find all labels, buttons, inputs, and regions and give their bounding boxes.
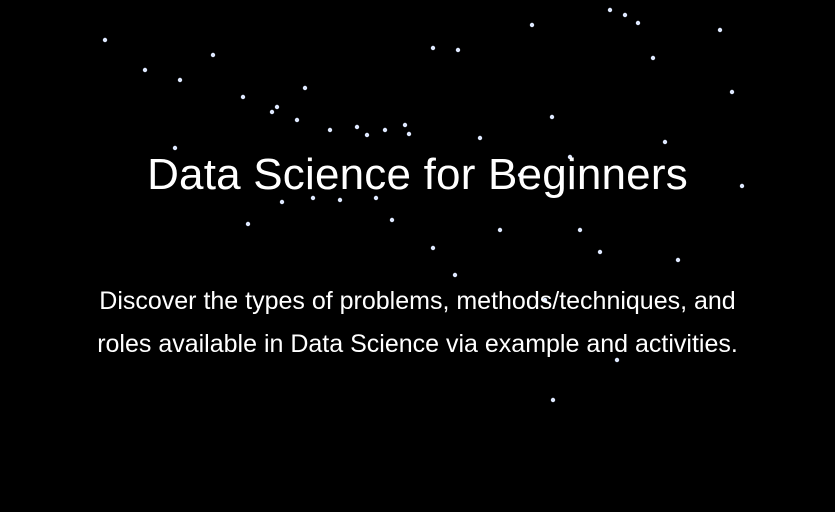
light-point bbox=[729, 89, 735, 95]
light-point bbox=[430, 45, 436, 51]
light-point bbox=[269, 109, 275, 115]
light-point bbox=[550, 397, 556, 403]
light-point bbox=[614, 357, 620, 363]
light-point bbox=[102, 37, 108, 43]
light-point bbox=[177, 77, 183, 83]
light-point bbox=[389, 217, 395, 223]
light-point bbox=[675, 257, 681, 263]
light-point bbox=[142, 67, 148, 73]
light-point bbox=[279, 199, 285, 205]
light-point bbox=[542, 297, 548, 303]
light-point bbox=[635, 20, 641, 26]
light-point bbox=[549, 114, 555, 120]
light-point bbox=[452, 272, 458, 278]
light-point bbox=[717, 27, 723, 33]
light-point bbox=[597, 249, 603, 255]
light-point bbox=[455, 47, 461, 53]
light-point bbox=[373, 195, 379, 201]
light-point bbox=[477, 135, 483, 141]
light-point bbox=[172, 145, 178, 151]
light-point bbox=[210, 52, 216, 58]
light-point bbox=[567, 154, 573, 160]
light-point bbox=[650, 55, 656, 61]
light-point bbox=[274, 104, 280, 110]
light-point bbox=[240, 94, 246, 100]
light-point bbox=[294, 117, 300, 123]
light-point bbox=[354, 124, 360, 130]
light-point bbox=[337, 197, 343, 203]
page-title: Data Science for Beginners bbox=[147, 150, 688, 199]
light-point bbox=[529, 22, 535, 28]
subtitle-line-2: roles available in Data Science via exam… bbox=[97, 330, 738, 358]
light-point bbox=[406, 131, 412, 137]
light-point bbox=[622, 12, 628, 18]
light-point bbox=[497, 227, 503, 233]
light-point bbox=[739, 183, 745, 189]
light-point bbox=[577, 227, 583, 233]
light-point bbox=[382, 127, 388, 133]
page-subtitle: Discover the types of problems, methods/… bbox=[0, 280, 835, 366]
light-point bbox=[302, 85, 308, 91]
light-point bbox=[517, 172, 523, 178]
light-point bbox=[607, 7, 613, 13]
light-point bbox=[430, 245, 436, 251]
light-point bbox=[245, 221, 251, 227]
light-point bbox=[310, 195, 316, 201]
light-point bbox=[662, 139, 668, 145]
light-point bbox=[327, 127, 333, 133]
light-point bbox=[364, 132, 370, 138]
subtitle-line-1: Discover the types of problems, methods/… bbox=[99, 287, 736, 315]
light-point bbox=[402, 122, 408, 128]
